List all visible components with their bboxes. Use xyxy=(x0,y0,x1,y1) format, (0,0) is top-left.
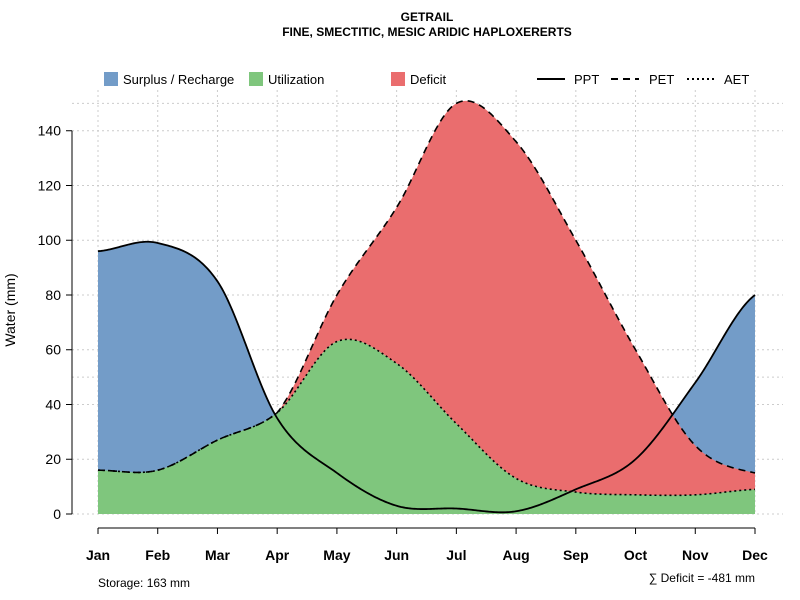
chart-subtitle: FINE, SMECTITIC, MESIC ARIDIC HAPLOXERER… xyxy=(282,25,572,39)
legend: Surplus / Recharge Utilization Deficit P… xyxy=(104,72,749,87)
y-tick-label: 100 xyxy=(38,232,62,248)
y-tick-label: 40 xyxy=(45,396,61,412)
x-axis: Jan Feb Mar Apr May Jun Jul Aug Sep Oct Nov Dec xyxy=(86,527,768,563)
x-tick-label: Nov xyxy=(682,547,709,563)
x-tick-label: Mar xyxy=(205,547,230,563)
x-tick-label: Feb xyxy=(145,547,170,563)
legend-swatch-utilization xyxy=(249,72,263,86)
x-tick-label: Jun xyxy=(384,547,409,563)
x-tick-label: Apr xyxy=(265,547,290,563)
legend-label-ppt: PPT xyxy=(574,72,599,87)
y-axis: 0 20 40 60 80 100 120 140 xyxy=(38,123,73,522)
chart-title: GETRAIL xyxy=(401,10,454,24)
legend-label-aet: AET xyxy=(724,72,749,87)
y-tick-label: 140 xyxy=(38,123,62,139)
storage-annotation: Storage: 163 mm xyxy=(98,576,190,590)
x-tick-label: May xyxy=(323,547,350,563)
legend-swatch-surplus xyxy=(104,72,118,86)
area-layer xyxy=(98,100,755,514)
series-line-ppt xyxy=(97,240,756,514)
y-tick-label: 120 xyxy=(38,177,62,193)
legend-label-deficit: Deficit xyxy=(410,72,447,87)
legend-label-utilization: Utilization xyxy=(268,72,324,87)
series-line-aet xyxy=(97,338,756,497)
x-tick-label: Jan xyxy=(86,547,110,563)
area-deficit xyxy=(98,100,755,496)
y-tick-label: 60 xyxy=(45,342,61,358)
y-axis-label: Water (mm) xyxy=(2,273,18,346)
x-tick-label: Jul xyxy=(446,547,466,563)
area-utilization xyxy=(98,339,755,514)
legend-swatch-deficit xyxy=(391,72,405,86)
y-tick-label: 0 xyxy=(53,506,61,522)
legend-label-surplus: Surplus / Recharge xyxy=(123,72,234,87)
deficit-annotation: ∑ Deficit = -481 mm xyxy=(649,571,755,585)
y-tick-label: 80 xyxy=(45,287,61,303)
x-tick-label: Oct xyxy=(624,547,648,563)
y-tick-label: 20 xyxy=(45,451,61,467)
x-tick-label: Aug xyxy=(502,547,529,563)
x-tick-label: Dec xyxy=(742,547,768,563)
series-line-pet xyxy=(97,100,756,474)
x-tick-label: Sep xyxy=(563,547,589,563)
legend-label-pet: PET xyxy=(649,72,674,87)
